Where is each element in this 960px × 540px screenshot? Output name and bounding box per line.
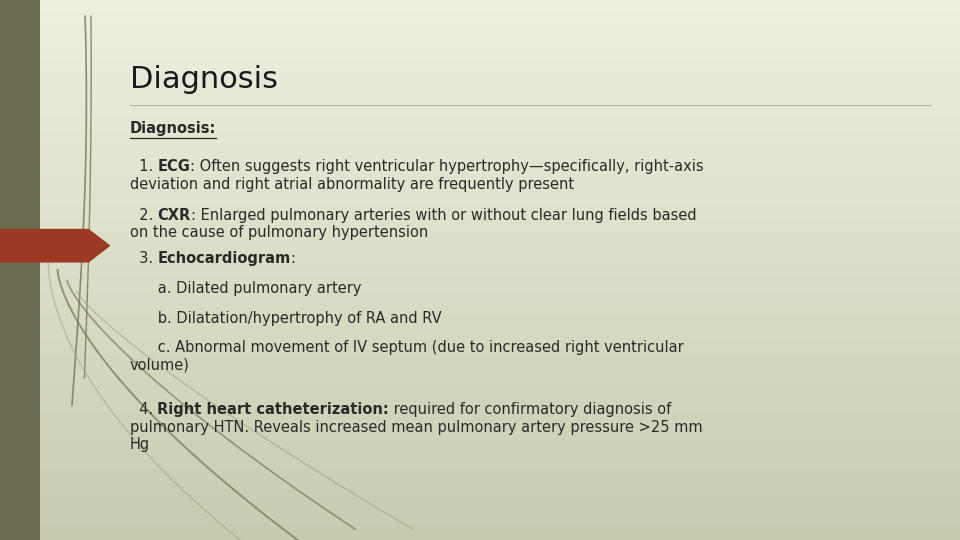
Text: Echocardiogram: Echocardiogram xyxy=(157,251,291,266)
Text: 3.: 3. xyxy=(130,251,157,266)
Text: pulmonary HTN. Reveals increased mean pulmonary artery pressure >25 mm
Hg: pulmonary HTN. Reveals increased mean pu… xyxy=(130,420,702,452)
Text: 1.: 1. xyxy=(130,159,157,174)
Text: on the cause of pulmonary hypertension: on the cause of pulmonary hypertension xyxy=(130,225,428,240)
Text: a. Dilated pulmonary artery: a. Dilated pulmonary artery xyxy=(130,281,361,296)
Text: CXR: CXR xyxy=(157,208,191,223)
Text: volume): volume) xyxy=(130,357,189,373)
Text: 2.: 2. xyxy=(130,208,157,223)
Text: required for confirmatory diagnosis of: required for confirmatory diagnosis of xyxy=(389,402,671,417)
Text: Right heart catheterization:: Right heart catheterization: xyxy=(157,402,389,417)
Text: : Enlarged pulmonary arteries with or without clear lung fields based: : Enlarged pulmonary arteries with or wi… xyxy=(191,208,696,223)
Text: :: : xyxy=(291,251,296,266)
Text: ECG: ECG xyxy=(157,159,190,174)
Text: : Often suggests right ventricular hypertrophy—specifically, right-axis: : Often suggests right ventricular hyper… xyxy=(190,159,704,174)
Text: 4.: 4. xyxy=(130,402,157,417)
Text: Diagnosis:: Diagnosis: xyxy=(130,122,216,137)
Bar xyxy=(0,0,40,540)
Text: deviation and right atrial abnormality are frequently present: deviation and right atrial abnormality a… xyxy=(130,177,574,192)
Text: c. Abnormal movement of IV septum (due to increased right ventricular: c. Abnormal movement of IV septum (due t… xyxy=(130,340,684,355)
FancyArrow shape xyxy=(0,230,109,262)
Text: b. Dilatation/hypertrophy of RA and RV: b. Dilatation/hypertrophy of RA and RV xyxy=(130,310,442,326)
Text: Diagnosis: Diagnosis xyxy=(130,65,277,94)
